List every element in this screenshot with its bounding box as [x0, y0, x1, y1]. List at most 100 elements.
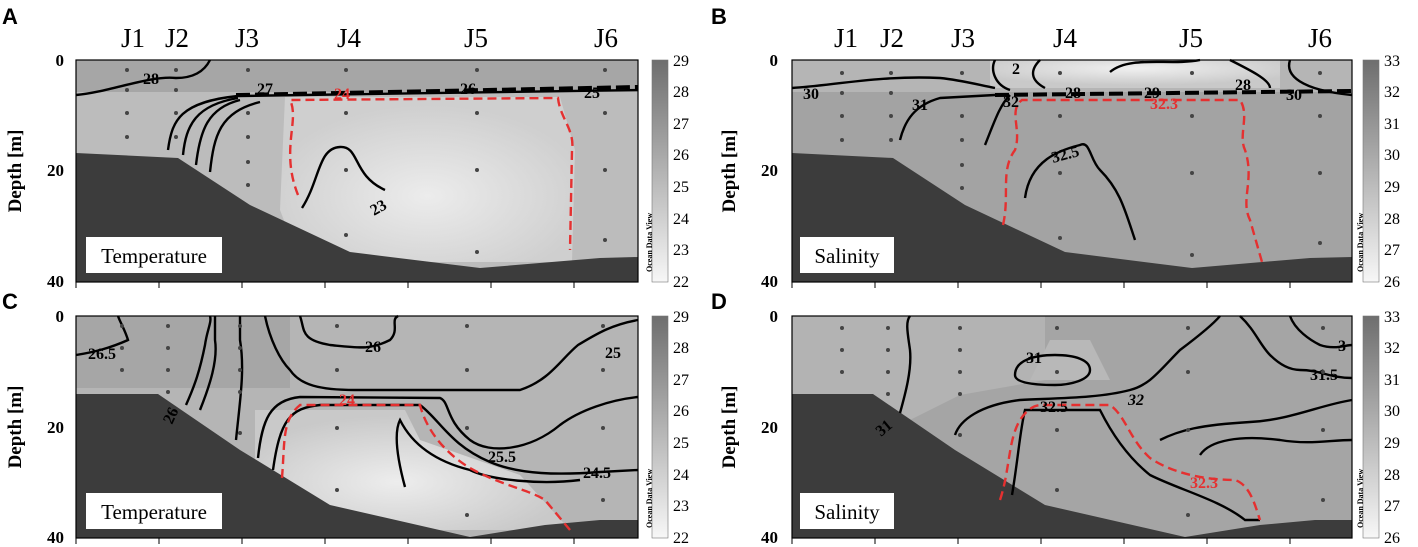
station-dot	[344, 111, 348, 115]
station-dot	[1058, 236, 1062, 240]
station-label: J5	[1179, 23, 1203, 53]
variable-label: Temperature	[101, 244, 207, 268]
contour-line	[1239, 315, 1353, 380]
y-ticks-B: 0 20 40	[761, 51, 778, 291]
colorbar-ticks: 29 28 27 26 25 24 23 22	[673, 309, 689, 547]
station-label: J2	[165, 23, 189, 53]
x-ticks-A	[75, 282, 575, 288]
contour-line	[983, 94, 1011, 146]
colorbar-tick: 28	[1384, 467, 1400, 484]
y-axis-label: Depth [m]	[719, 386, 740, 469]
y-tick-label: 0	[56, 51, 65, 70]
contour-label: 26	[460, 81, 476, 98]
y-tick-label: 0	[770, 307, 779, 326]
colorbar-gradient	[1362, 315, 1380, 539]
colorbar-credit: Ocean Data View	[645, 469, 654, 528]
station-dot	[958, 326, 962, 330]
station-dot	[238, 324, 242, 328]
station-labels-B: J1 J2 J3 J4 J5 J6	[834, 23, 1332, 53]
station-dot	[174, 135, 178, 139]
station-dot	[238, 431, 242, 435]
colorbar-tick: 27	[673, 116, 689, 133]
station-dot	[840, 326, 844, 330]
station-dot	[1055, 370, 1059, 374]
station-dot	[603, 238, 607, 242]
station-dot	[1055, 488, 1059, 492]
station-label: J1	[121, 23, 145, 53]
plot-frame	[75, 59, 639, 283]
station-label: J4	[1053, 23, 1078, 53]
station-dot	[889, 91, 893, 95]
colorbar-tick: 29	[673, 53, 689, 70]
contour-labels-D: 31 31 32.5 32 31.5 3 32.3	[873, 338, 1346, 492]
y-tick-label: 20	[47, 161, 64, 180]
contour-label: 25.5	[488, 449, 516, 466]
colorbar-credit: Ocean Data View	[1356, 213, 1365, 272]
station-dot	[960, 138, 964, 142]
y-axis-label: Depth [m]	[719, 130, 740, 213]
contour-label: 28	[1235, 77, 1251, 94]
station-dots-A	[125, 68, 607, 254]
station-dot	[125, 135, 129, 139]
station-dot	[1318, 71, 1322, 75]
contour-line	[300, 145, 386, 209]
station-dot	[601, 368, 605, 372]
colorbar-tick: 23	[673, 498, 689, 515]
station-dot	[125, 88, 129, 92]
panel-letter-C: C	[2, 289, 18, 314]
station-dot	[1318, 114, 1322, 118]
colorbar-tick: 30	[1384, 147, 1400, 164]
contour-line	[234, 316, 244, 441]
x-ticks-C	[75, 538, 575, 544]
contour-label: 3	[1338, 338, 1346, 355]
station-dot	[246, 135, 250, 139]
station-dot	[238, 346, 242, 350]
station-dot	[475, 168, 479, 172]
station-dot	[125, 111, 129, 115]
colorbar-ticks: 33 32 31 30 29 28 27 26	[1384, 309, 1400, 547]
station-dots-C	[120, 324, 605, 517]
contour-label: 25	[584, 85, 600, 102]
colorbar-tick: 27	[1384, 242, 1400, 259]
station-label: J4	[337, 23, 362, 53]
station-dot	[1321, 498, 1325, 502]
contour-labels-A: 28 27 24 26 25 23	[143, 71, 600, 219]
station-dot	[166, 368, 170, 372]
colorbar-tick: 22	[673, 530, 689, 547]
contour-label: 32	[1003, 94, 1019, 111]
contour-line	[1287, 59, 1353, 97]
station-dot	[335, 488, 339, 492]
station-dot	[1058, 114, 1062, 118]
colorbar-gradient	[651, 59, 669, 283]
colorbar-tick: 33	[1384, 53, 1400, 70]
contour-label: 23	[368, 197, 390, 220]
panel-letter-D: D	[711, 289, 727, 314]
contour-line	[181, 96, 239, 156]
contour-label: 26.5	[88, 346, 116, 363]
colorbar-tick: 26	[673, 403, 689, 420]
station-dot	[174, 111, 178, 115]
contour-label: 2	[1012, 61, 1020, 78]
station-label: J3	[235, 23, 259, 53]
station-dot	[958, 433, 962, 437]
contour-line	[198, 316, 217, 411]
x-ticks-D	[791, 538, 1291, 544]
colorbar-tick: 26	[1384, 530, 1400, 547]
contour-label: 31	[1026, 350, 1042, 367]
contour-label: 24	[334, 86, 350, 103]
station-dot	[238, 368, 242, 372]
contour-line	[791, 76, 996, 90]
station-dot	[1190, 171, 1194, 175]
y-tick-label: 20	[47, 418, 64, 437]
station-dot	[958, 348, 962, 352]
contour-line	[1013, 353, 1092, 387]
colorbar-tick: 29	[673, 309, 689, 326]
panel-C: C 26.5 26 26 25 24 25.5 24.5	[2, 289, 689, 547]
y-tick-label: 0	[770, 51, 779, 70]
station-dot	[960, 163, 964, 167]
contour-label: 28	[1065, 85, 1081, 102]
colorbar-tick: 26	[1384, 274, 1400, 291]
colorbar-tick: 23	[673, 242, 689, 259]
colorbar-tick: 30	[1384, 403, 1400, 420]
y-tick-label: 40	[47, 528, 64, 547]
